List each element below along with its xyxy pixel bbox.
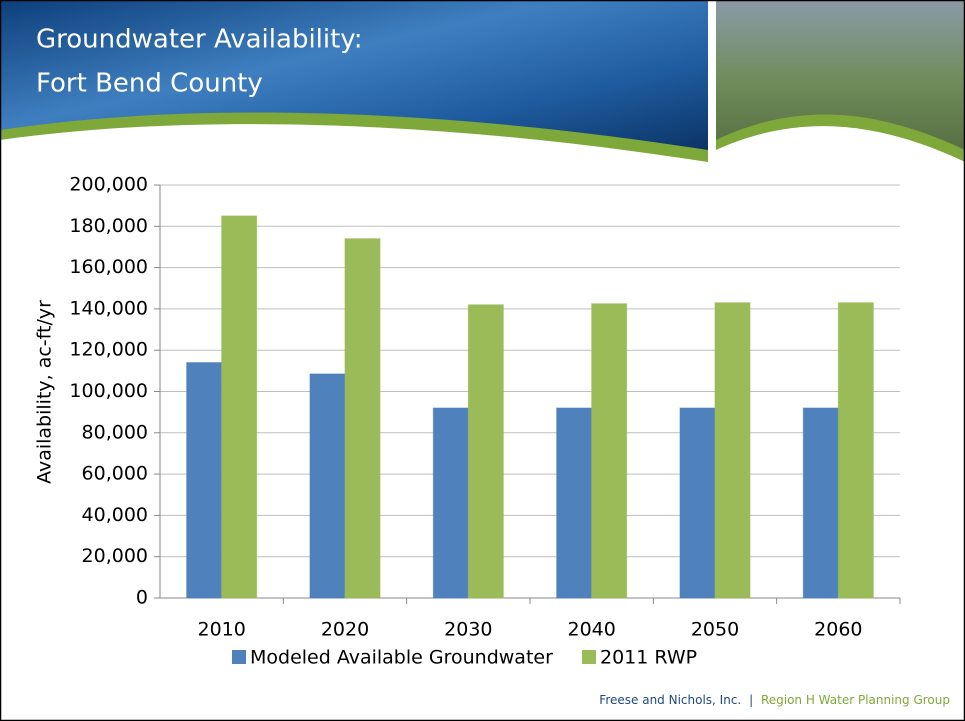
footer-right: Region H Water Planning Group bbox=[761, 693, 950, 707]
y-tick-label: 180,000 bbox=[69, 215, 148, 237]
x-tick-label: 2010 bbox=[197, 619, 245, 641]
legend-swatch bbox=[232, 650, 246, 664]
bar bbox=[679, 407, 716, 599]
y-tick-label: 100,000 bbox=[69, 380, 148, 402]
footer-separator: | bbox=[749, 693, 753, 707]
footer-left: Freese and Nichols, Inc. bbox=[599, 693, 741, 707]
bar bbox=[186, 362, 223, 599]
x-tick-label: 2030 bbox=[444, 619, 492, 641]
x-tick-label: 2040 bbox=[567, 619, 615, 641]
bar bbox=[467, 304, 504, 599]
y-axis-label: Availability, ac-ft/yr bbox=[34, 300, 56, 484]
y-tick-label: 140,000 bbox=[69, 297, 148, 319]
photo-wave-white bbox=[716, 126, 965, 175]
bar bbox=[221, 215, 258, 599]
header-wave-white bbox=[0, 124, 708, 175]
y-tick-label: 160,000 bbox=[69, 256, 148, 278]
y-tick-label: 40,000 bbox=[82, 504, 148, 526]
x-tick-label: 2020 bbox=[321, 619, 369, 641]
bar bbox=[344, 238, 381, 599]
legend-label: 2011 RWP bbox=[600, 647, 697, 669]
y-tick-label: 60,000 bbox=[82, 463, 148, 485]
y-tick-label: 80,000 bbox=[82, 421, 148, 443]
y-tick-label: 0 bbox=[136, 587, 148, 609]
x-tick-label: 2050 bbox=[691, 619, 739, 641]
slide-title: Fort Bend County bbox=[36, 69, 263, 99]
slide-title: Groundwater Availability: bbox=[36, 25, 363, 55]
footer: Freese and Nichols, Inc. | Region H Wate… bbox=[599, 693, 950, 707]
bar bbox=[802, 407, 839, 599]
y-tick-label: 120,000 bbox=[69, 339, 148, 361]
bar bbox=[309, 373, 346, 599]
bar bbox=[837, 302, 874, 599]
bar bbox=[556, 407, 593, 599]
y-tick-label: 200,000 bbox=[69, 174, 148, 196]
legend-swatch bbox=[582, 650, 596, 664]
bar bbox=[432, 407, 469, 599]
bar bbox=[591, 303, 628, 599]
legend-label: Modeled Available Groundwater bbox=[250, 647, 553, 669]
x-tick-label: 2060 bbox=[814, 619, 862, 641]
y-tick-label: 20,000 bbox=[82, 545, 148, 567]
bar bbox=[714, 302, 751, 599]
